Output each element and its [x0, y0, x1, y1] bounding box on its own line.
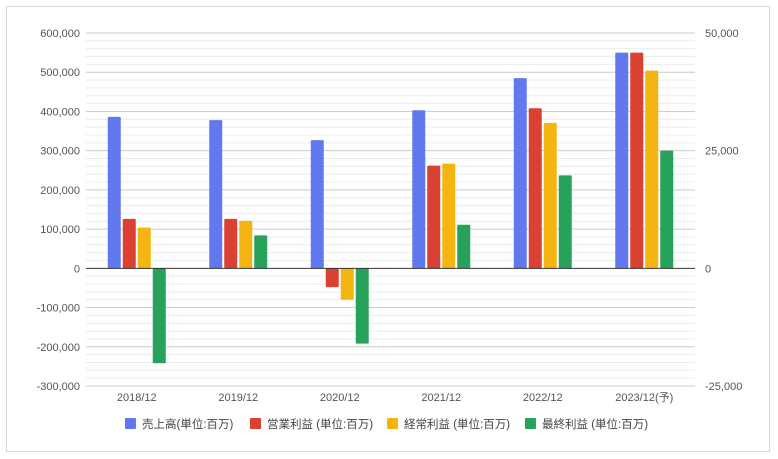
x-tick-label: 2023/12(予) — [615, 391, 673, 404]
bar — [209, 120, 223, 269]
bar — [660, 150, 674, 269]
right-tick-label: 0 — [705, 263, 711, 275]
left-tick-label: 300,000 — [40, 146, 80, 158]
bar — [442, 163, 456, 269]
left-tick-label: 400,000 — [40, 106, 80, 118]
bar — [558, 175, 572, 269]
left-tick-label: 0 — [74, 263, 80, 275]
bar — [310, 140, 324, 269]
legend-label: 営業利益 (単位:百万) — [267, 417, 373, 431]
bar — [412, 110, 426, 269]
left-axis: 600,000 500,000 400,000 300,000 200,000 100,0… — [37, 28, 80, 393]
legend-swatch — [250, 418, 261, 429]
bar — [427, 165, 441, 269]
x-tick-label: 2022/12 — [523, 392, 563, 404]
left-tick-label: 100,000 — [40, 224, 80, 236]
x-axis: 2018/12 2019/12 2020/12 2021/12 2022/12 2023/… — [117, 391, 673, 404]
bars — [107, 52, 674, 364]
right-tick-label: 50,000 — [705, 28, 739, 40]
bar — [528, 108, 542, 269]
legend-label: 売上高(単位:百万) — [142, 417, 234, 431]
gridlines — [86, 32, 695, 387]
bar — [543, 122, 557, 269]
bar — [645, 70, 659, 269]
right-tick-label: 25,000 — [705, 146, 739, 158]
bar — [513, 78, 527, 269]
bar — [224, 218, 238, 269]
left-tick-label: -100,000 — [37, 303, 80, 315]
legend-swatch — [387, 418, 398, 429]
bar — [615, 52, 629, 269]
left-tick-label: 600,000 — [40, 28, 80, 40]
bar — [355, 268, 369, 344]
bar — [107, 116, 121, 269]
legend-swatch — [125, 418, 136, 429]
bar — [340, 268, 354, 300]
x-tick-label: 2019/12 — [218, 392, 258, 404]
legend: 売上高(単位:百万) 営業利益 (単位:百万) 経常利益 (単位:百万) 最終利益 (… — [125, 417, 648, 431]
bar — [325, 268, 339, 288]
bar — [239, 220, 253, 269]
x-tick-label: 2020/12 — [320, 392, 360, 404]
legend-label: 最終利益 (単位:百万) — [542, 417, 648, 431]
right-axis: 50,000 25,000 0 -25,000 — [705, 28, 742, 393]
legend-label: 経常利益 (単位:百万) — [404, 417, 510, 431]
left-tick-label: 200,000 — [40, 185, 80, 197]
bar — [152, 268, 166, 364]
left-tick-label: 500,000 — [40, 67, 80, 79]
left-tick-label: -200,000 — [37, 342, 80, 354]
left-tick-label: -300,000 — [37, 381, 80, 393]
bar — [137, 227, 151, 269]
right-tick-label: -25,000 — [705, 381, 742, 393]
x-tick-label: 2021/12 — [421, 392, 461, 404]
legend-swatch — [525, 418, 536, 429]
bar — [122, 218, 136, 269]
x-tick-label: 2018/12 — [117, 392, 157, 404]
bar — [630, 52, 644, 269]
bar — [457, 224, 471, 269]
bar — [254, 235, 268, 269]
